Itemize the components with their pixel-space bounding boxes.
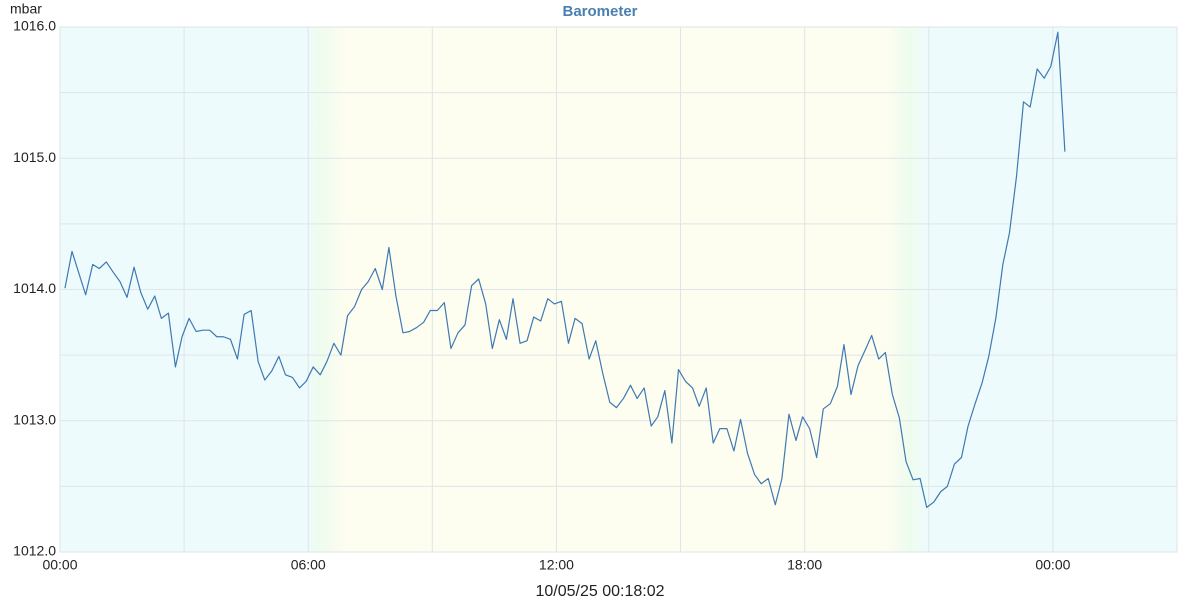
y-tick-label: 1015.0 [13, 149, 56, 165]
x-tick-label: 12:00 [539, 557, 574, 573]
x-tick-label: 00:00 [1035, 557, 1070, 573]
x-tick-label: 18:00 [787, 557, 822, 573]
footer-timestamp: 10/05/25 00:18:02 [535, 583, 664, 600]
x-tick-label: 06:00 [291, 557, 326, 573]
chart-title: Barometer [562, 3, 637, 20]
y-tick-label: 1016.0 [13, 18, 56, 34]
data-line [64, 31, 1066, 508]
y-tick-label: 1013.0 [13, 411, 56, 427]
y-tick-label: 1014.0 [13, 280, 56, 296]
y-axis-label: mbar [10, 1, 42, 17]
y-tick-label: 1012.0 [13, 543, 56, 559]
x-tick-label: 00:00 [42, 557, 77, 573]
